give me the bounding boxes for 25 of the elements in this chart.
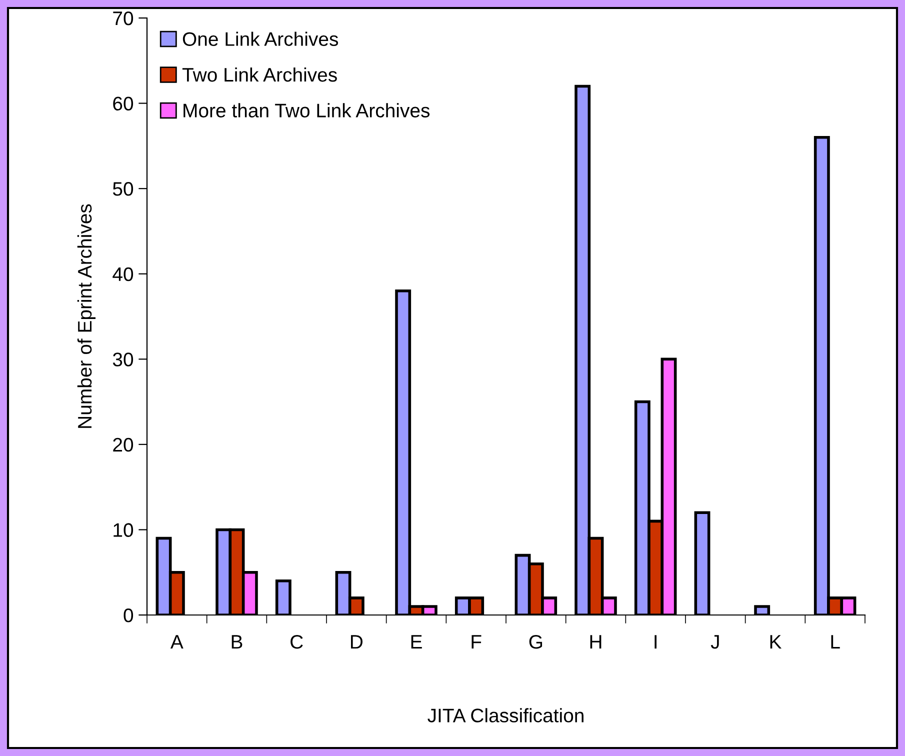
x-tick-label: L <box>831 635 840 649</box>
x-tick-label: K <box>770 635 782 649</box>
x-tick-label: B <box>232 635 242 649</box>
y-tick-label: 0 <box>124 608 134 622</box>
x-tick-label: D <box>350 635 363 649</box>
legend-label: One Link Archives <box>182 32 338 46</box>
y-tick-label: 20 <box>113 438 134 452</box>
x-tick-label: G <box>529 634 542 649</box>
legend-label: Two Link Archives <box>182 67 337 82</box>
x-tick-label: H <box>590 635 602 649</box>
x-tick-label: J <box>710 635 719 649</box>
y-tick-label: 70 <box>113 11 134 26</box>
y-axis-title: Number of Eprint Archives <box>77 204 96 428</box>
x-tick-label: A <box>170 635 184 649</box>
y-tick-label: 40 <box>112 267 134 282</box>
x-axis-title: JITA Classification <box>428 708 584 722</box>
x-tick-label: E <box>411 635 422 649</box>
legend-label: More than Two Link Archives <box>184 103 430 118</box>
x-tick-label: C <box>290 634 303 649</box>
y-tick-label: 10 <box>114 523 134 537</box>
y-tick-label: 50 <box>112 182 134 196</box>
y-tick-label: 30 <box>112 352 134 366</box>
x-tick-label: I <box>654 635 656 649</box>
x-tick-label: F <box>472 635 482 649</box>
y-tick-label: 60 <box>113 96 134 111</box>
